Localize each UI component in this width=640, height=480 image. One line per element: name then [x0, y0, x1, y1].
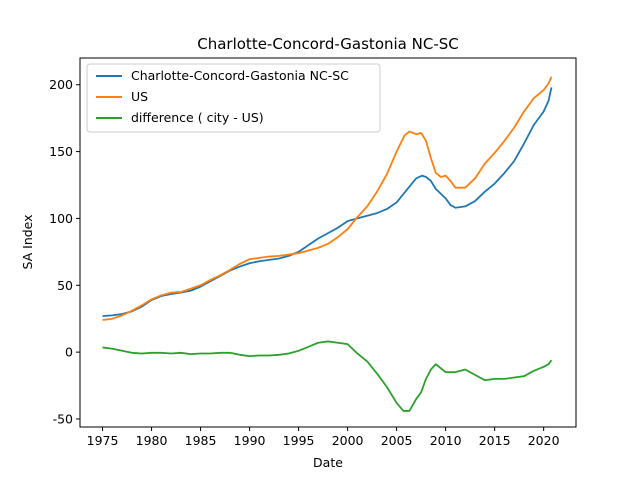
y-tick-label: 150 — [49, 144, 73, 159]
y-tick-label: 50 — [57, 278, 73, 293]
series-line-0 — [102, 87, 553, 317]
legend-label-2: difference ( city - US) — [131, 110, 264, 125]
y-axis-label: SA Index — [20, 214, 35, 269]
x-tick-label: 1985 — [185, 433, 217, 448]
x-tick-label: 2000 — [332, 433, 364, 448]
x-tick-label: 2015 — [479, 433, 511, 448]
legend: Charlotte-Concord-Gastonia NC-SC US diff… — [86, 63, 381, 133]
x-tick-label: 2020 — [528, 433, 560, 448]
x-tick-label: 2005 — [381, 433, 413, 448]
legend-label-0: Charlotte-Concord-Gastonia NC-SC — [131, 68, 349, 83]
series-layer — [102, 76, 553, 412]
y-tick-label: 100 — [49, 211, 73, 226]
chart-title: Charlotte-Concord-Gastonia NC-SC — [197, 35, 458, 53]
x-axis-label: Date — [313, 455, 343, 470]
y-tick-label: 0 — [65, 345, 73, 360]
x-tick-label: 1990 — [234, 433, 266, 448]
x-tick-label: 1980 — [136, 433, 168, 448]
x-tick-label: 1975 — [87, 433, 119, 448]
x-tick-label: 2010 — [430, 433, 462, 448]
legend-box — [86, 63, 381, 133]
x-tick-label: 1995 — [283, 433, 315, 448]
y-tick-label: -50 — [53, 411, 73, 426]
series-line-1 — [102, 76, 553, 321]
series-line-2 — [102, 340, 553, 412]
legend-label-1: US — [131, 89, 148, 104]
plot-frame — [79, 57, 577, 428]
y-tick-label: 200 — [49, 77, 73, 92]
axis-layer: 1975 1980 1985 1990 1995 2000 2005 2010 2015 2020… — [49, 77, 559, 448]
